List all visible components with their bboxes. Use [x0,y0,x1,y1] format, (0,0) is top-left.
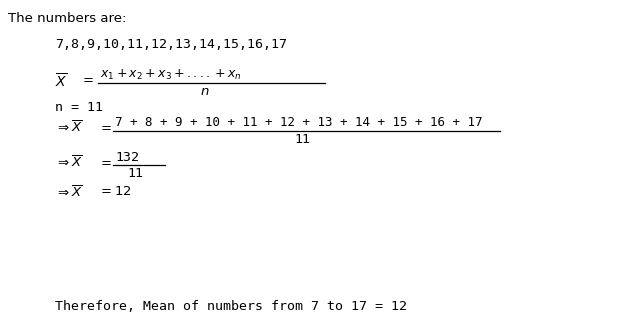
Text: $\overline{X}$: $\overline{X}$ [55,72,67,90]
Text: $=$: $=$ [98,120,112,133]
Text: $x_1 + x_2 + x_3 + .... + x_n$: $x_1 + x_2 + x_3 + .... + x_n$ [100,68,242,82]
Text: Therefore, Mean of numbers from 7 to 17 = 12: Therefore, Mean of numbers from 7 to 17 … [55,300,407,313]
Text: $\Rightarrow\overline{X}$: $\Rightarrow\overline{X}$ [55,120,83,135]
Text: 7,8,9,10,11,12,13,14,15,16,17: 7,8,9,10,11,12,13,14,15,16,17 [55,38,287,51]
Text: $n$: $n$ [200,85,210,98]
Text: 7 + 8 + 9 + 10 + 11 + 12 + 13 + 14 + 15 + 16 + 17: 7 + 8 + 9 + 10 + 11 + 12 + 13 + 14 + 15 … [115,116,483,129]
Text: $=$: $=$ [98,155,112,168]
Text: 132: 132 [115,151,139,164]
Text: 11: 11 [127,167,143,180]
Text: 11: 11 [294,133,310,146]
Text: The numbers are:: The numbers are: [8,12,126,25]
Text: n = 11: n = 11 [55,101,103,114]
Text: $=$: $=$ [80,72,94,85]
Text: $\Rightarrow\overline{X}$: $\Rightarrow\overline{X}$ [55,185,83,200]
Text: $= 12$: $= 12$ [98,185,132,198]
Text: $\Rightarrow\overline{X}$: $\Rightarrow\overline{X}$ [55,155,83,170]
